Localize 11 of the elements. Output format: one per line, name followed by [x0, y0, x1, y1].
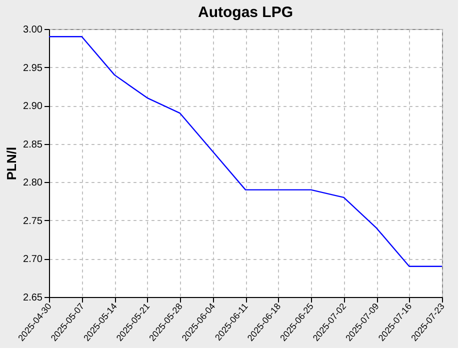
y-tick-label: 2.70: [23, 254, 43, 266]
y-tick-label: 2.85: [23, 139, 43, 150]
chart-title: Autogas LPG: [198, 4, 294, 21]
y-tick-label: 2.95: [23, 62, 43, 74]
line-series: [48, 36, 443, 267]
y-tick-label: 2.75: [23, 216, 43, 227]
y-axis-title: PLN/l: [4, 146, 20, 180]
y-tick-label: 2.90: [23, 101, 43, 112]
y-tick-label: 3.00: [23, 24, 43, 36]
y-tick-label: 2.80: [23, 178, 43, 189]
y-tick-label: 2.65: [23, 292, 43, 304]
